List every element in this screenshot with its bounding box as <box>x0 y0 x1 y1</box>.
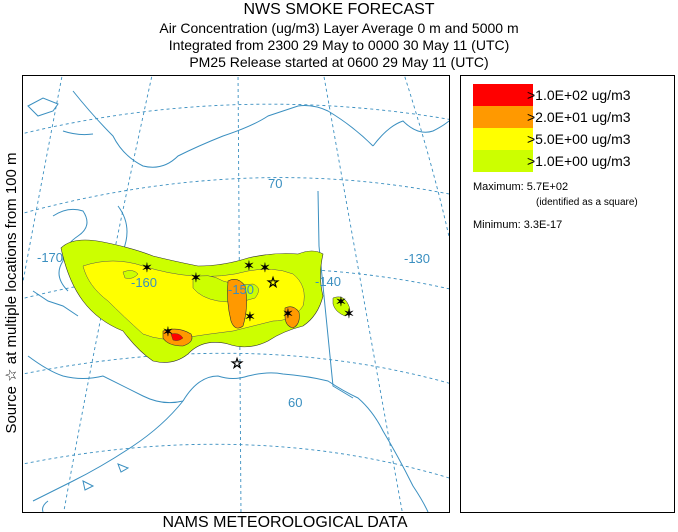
yukon-coast <box>372 120 449 147</box>
lat-line-70 <box>23 177 449 214</box>
concentration-subtitle: Air Concentration (ug/m3) Layer Average … <box>159 20 519 36</box>
lat-line-75 <box>23 103 449 135</box>
label-lon-170: -170 <box>37 250 63 265</box>
plume-red-zone <box>170 333 184 341</box>
source-star-7: ✶ <box>163 324 174 339</box>
smoke-plume <box>60 239 351 363</box>
legend-swatch-1 <box>473 84 533 106</box>
legend-swatch-2 <box>473 106 533 128</box>
minimum-value: Minimum: 3.3E-17 <box>473 219 563 231</box>
source-star-4: ✶ <box>260 260 271 275</box>
kotzebue-coast <box>62 130 94 136</box>
source-open-star-2: ☆ <box>231 355 244 371</box>
aleutian-a <box>42 500 49 512</box>
source-side-label: Source ☆ at multiple locations from 100 … <box>3 152 20 434</box>
lat-line-55 <box>23 443 449 479</box>
label-lon-150: -150 <box>228 282 254 297</box>
lon-line-130 <box>404 76 449 239</box>
release-info: PM25 Release started at 0600 29 May 11 (… <box>189 54 489 70</box>
maximum-value: Maximum: 5.7E+02 <box>473 181 569 193</box>
source-star-5: ✶ <box>245 309 256 324</box>
label-lat-70: 70 <box>268 176 282 191</box>
source-star-8: ✶ <box>336 294 347 309</box>
lon-line-170 <box>23 76 63 285</box>
aleutian-b <box>82 480 95 491</box>
smoke-map: ✶ ✶ ✶ ✶ ✶ ✶ ✶ ✶ ✶ ☆ ☆ 70 60 -170 -160 -1… <box>22 75 450 513</box>
west-coast-mid <box>32 290 79 317</box>
grid-labels: 70 60 -170 -160 -150 -140 -130 <box>37 176 430 410</box>
legend-swatch-4 <box>473 150 533 172</box>
legend-label-3: >5.0E+00 ug/m3 <box>527 131 631 147</box>
alaska-canada-border <box>317 190 354 399</box>
map-svg: ✶ ✶ ✶ ✶ ✶ ✶ ✶ ✶ ✶ ☆ ☆ 70 60 -170 -160 -1… <box>23 76 449 512</box>
plume-orange-zone-a <box>227 279 247 329</box>
maximum-note: (identified as a square) <box>536 197 638 208</box>
label-lon-160: -160 <box>131 275 157 290</box>
lat-line-60 <box>23 352 449 384</box>
coast-island-a <box>27 97 59 117</box>
plume-orange-zone-c <box>284 306 300 329</box>
lon-line-140 <box>323 76 403 512</box>
coastlines <box>27 90 449 512</box>
label-lon-130: -130 <box>404 251 430 266</box>
open-source-markers: ☆ ☆ <box>230 274 280 372</box>
legend-label-1: >1.0E+02 ug/m3 <box>527 87 631 103</box>
source-star-9: ✶ <box>344 306 355 321</box>
bristol-bay-coast <box>27 355 184 404</box>
plume-east-patch <box>332 296 351 317</box>
integration-period: Integrated from 2300 29 May to 0000 30 M… <box>168 37 510 53</box>
source-star-1: ✶ <box>142 260 153 275</box>
forecast-title: NWS SMOKE FORECAST <box>243 1 435 18</box>
legend-label-4: >1.0E+00 ug/m3 <box>527 153 631 169</box>
legend-label-2: >2.0E+01 ug/m3 <box>527 109 631 125</box>
source-star-6: ✶ <box>283 306 294 321</box>
label-lat-60: 60 <box>288 395 302 410</box>
concentration-legend: >1.0E+02 ug/m3 >2.0E+01 ug/m3 >5.0E+00 u… <box>460 75 675 513</box>
peninsula-coast <box>32 400 184 502</box>
legend-swatch-3 <box>473 128 533 150</box>
aleutian-c <box>117 463 130 473</box>
label-lon-140: -140 <box>315 274 341 289</box>
source-open-star-1: ☆ <box>267 274 280 290</box>
source-star-3: ✶ <box>244 258 255 273</box>
arctic-coast <box>72 90 374 168</box>
west-coast-north <box>52 208 88 292</box>
yukon-river-mouth <box>117 205 128 252</box>
gulf-of-alaska-coast <box>182 372 429 512</box>
meteorological-data-label: NAMS METEOROLOGICAL DATA <box>162 514 408 531</box>
source-star-2: ✶ <box>191 270 202 285</box>
source-markers: ✶ ✶ ✶ ✶ ✶ ✶ ✶ ✶ ✶ <box>141 258 355 339</box>
plume-west-patch <box>122 270 139 279</box>
